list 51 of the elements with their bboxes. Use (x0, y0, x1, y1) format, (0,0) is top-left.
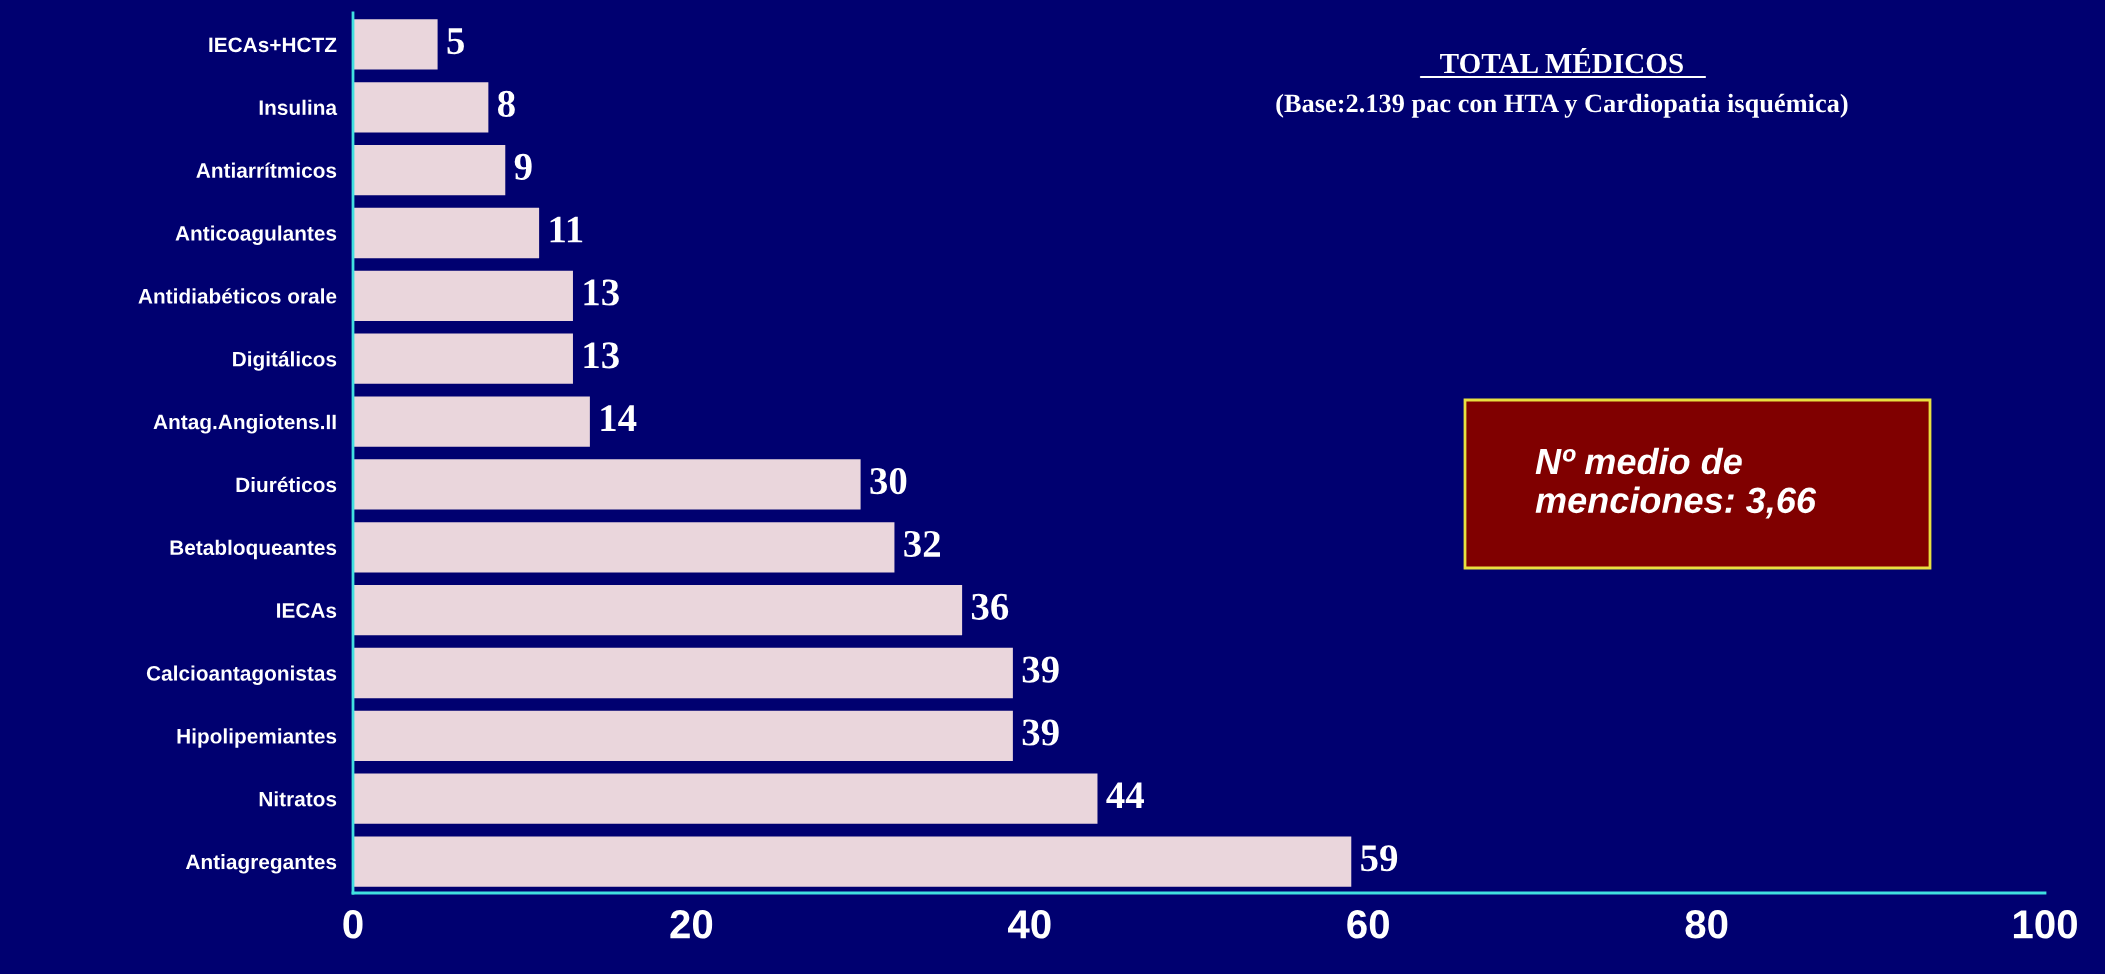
y-tick-label: IECAs (277, 603, 337, 618)
data-label: 13 (584, 342, 619, 369)
data-label: 8 (497, 90, 515, 118)
y-tick-label: Calcioantagonistas (146, 665, 337, 685)
data-label: 13 (584, 279, 619, 306)
bar (353, 145, 506, 196)
bar (353, 459, 861, 510)
data-label: 11 (550, 216, 583, 243)
y-tick-label: Antiagregantes (185, 854, 337, 874)
text: (Base:2.139 pac con HTA y Cardiopatia isquémica) (1276, 93, 1848, 118)
y-tick-label: Antag.Angiotens.II (153, 414, 336, 434)
data-label: 9 (514, 153, 532, 180)
y-tick-label: Insulina (259, 99, 338, 116)
x-tick-label: 40 (1008, 910, 1051, 939)
x-tick-label: 100 (2013, 910, 2077, 939)
x-tick-label: 60 (1347, 910, 1389, 939)
x-tick-label: 80 (1685, 910, 1728, 939)
data-label: 36 (971, 593, 1009, 620)
y-tick-label: Nitratos (259, 791, 337, 807)
y-tick-label: Hipolipemiantes (177, 728, 337, 748)
data-label: 39 (1022, 719, 1059, 746)
data-label: 32 (904, 530, 940, 558)
data-label: 44 (1106, 782, 1144, 809)
data-label: 5 (447, 28, 464, 55)
bar (353, 585, 963, 636)
bar (353, 836, 1352, 887)
bar (353, 710, 1013, 761)
bar (353, 19, 438, 70)
x-tick-label: 20 (670, 910, 713, 939)
annotation: Nº medio de menciones: 3,66 (1535, 447, 1817, 519)
data-label: 14 (601, 405, 637, 431)
y-tick-label: Digitálicos (233, 351, 337, 371)
data-label: 30 (870, 467, 907, 495)
bar (353, 82, 489, 133)
bar (353, 522, 895, 573)
x-tick-label: 0 (343, 910, 363, 939)
y-tick-label: Anticoagulantes (175, 225, 337, 245)
data-label: 39 (1022, 656, 1059, 683)
y-tick-label: Betabloqueantes (170, 539, 337, 560)
bar (353, 773, 1098, 824)
bar (353, 333, 573, 384)
bar (353, 647, 1013, 699)
data-label: 59 (1361, 845, 1398, 872)
bar (353, 270, 573, 321)
bar (353, 207, 540, 259)
y-tick-label: Antiarrítmicos (196, 162, 337, 178)
y-tick-label: Antidiabéticos orale (138, 288, 337, 304)
text: TOTAL MÉDICOS (1440, 48, 1683, 74)
y-tick-label: Diuréticos (236, 476, 337, 493)
bar (353, 396, 590, 447)
y-tick-label: IECAs+HCTZ (209, 37, 337, 53)
